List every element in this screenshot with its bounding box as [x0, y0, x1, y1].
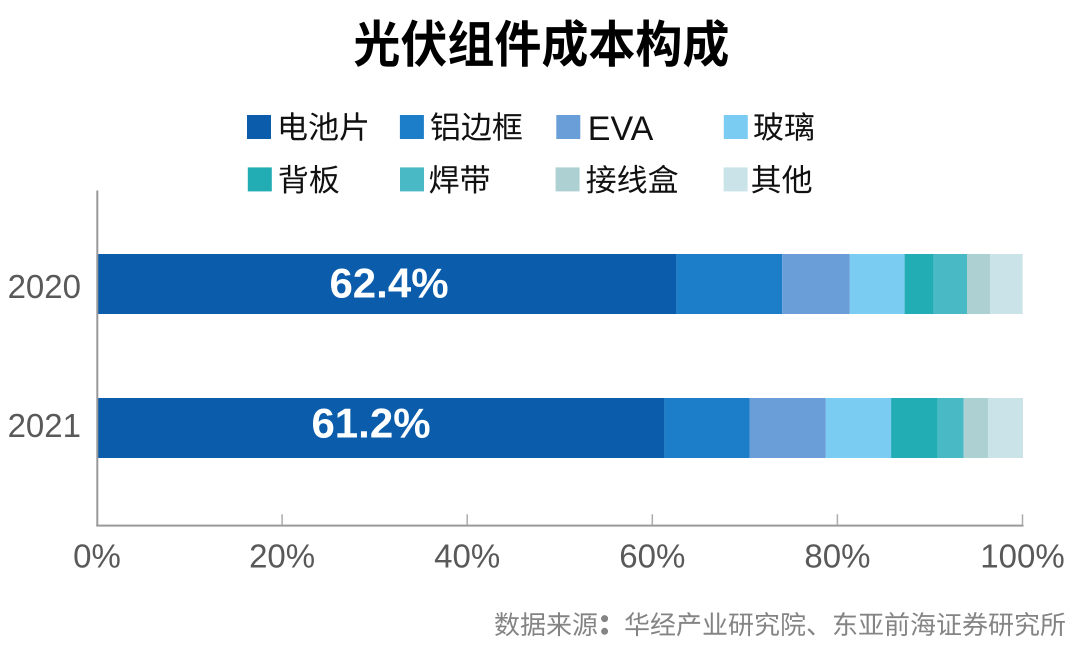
- svg-text:100%: 100%: [980, 538, 1064, 575]
- svg-text:EVA: EVA: [588, 110, 654, 148]
- svg-text:2020: 2020: [8, 268, 81, 305]
- svg-text:80%: 80%: [804, 538, 870, 575]
- svg-text:62.4%: 62.4%: [329, 260, 448, 307]
- svg-text:40%: 40%: [434, 538, 500, 575]
- svg-text:0%: 0%: [73, 538, 121, 575]
- svg-text:20%: 20%: [249, 538, 315, 575]
- svg-text:60%: 60%: [619, 538, 685, 575]
- svg-text:61.2%: 61.2%: [311, 400, 430, 447]
- svg-text:2021: 2021: [8, 407, 81, 444]
